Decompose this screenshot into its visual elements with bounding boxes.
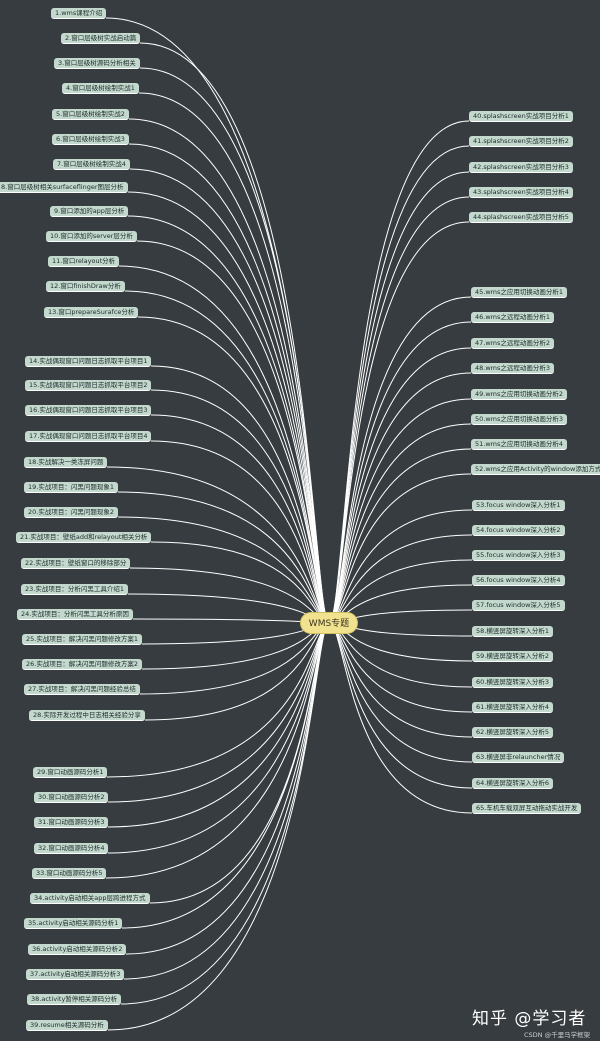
topic-node-left[interactable]: 19.实战项目：闪黑问题现象1 — [24, 481, 118, 493]
left-branch-link — [129, 567, 330, 624]
topic-node-left[interactable]: 32.窗口动画源码分析4 — [34, 842, 109, 854]
right-branch-link — [328, 196, 470, 624]
topic-node-left[interactable]: 17.实战偶现窗口问题日志抓取平台项目4 — [25, 430, 152, 442]
topic-node-right[interactable]: 48.wms之远程动画分析3 — [471, 362, 555, 374]
topic-node-right[interactable]: 61.横竖屏旋转深入分析4 — [472, 701, 553, 713]
topic-node-right[interactable]: 53.focus window深入分析1 — [472, 499, 565, 511]
right-branch-link — [328, 221, 470, 624]
topic-node-right[interactable]: 44.splashscreen实战项目分析5 — [469, 211, 573, 223]
left-branch-link — [127, 191, 330, 624]
topic-node-right[interactable]: 54.focus window深入分析2 — [472, 524, 565, 536]
topic-node-left[interactable]: 34.activity启动相关app层跨进程方式 — [30, 892, 150, 904]
topic-node-left[interactable]: 21.实战项目：壁纸add和relayout相关分析 — [16, 531, 152, 543]
topic-node-left[interactable]: 28.实际开发过程中日志相关经验分享 — [29, 709, 145, 721]
left-branch-link — [123, 622, 330, 980]
topic-node-left[interactable]: 38.activity暂停相关源码分析 — [27, 993, 122, 1005]
left-branch-link — [117, 491, 330, 624]
left-branch-link — [137, 316, 330, 624]
topic-node-left[interactable]: 7.窗口层级树绘制实战4 — [53, 158, 130, 170]
topic-node-left[interactable]: 25.实战项目：解决闪黑问题修改方案1 — [22, 633, 142, 645]
topic-node-left[interactable]: 24.实战项目：分析闪黑工具分析原因 — [17, 608, 133, 620]
topic-node-right[interactable]: 45.wms之应用切换动画分析1 — [471, 286, 568, 298]
topic-node-left[interactable]: 8.窗口层级树相关surfaceflinger图层分析 — [0, 181, 128, 193]
topic-node-left[interactable]: 39.resume相关源码分析 — [26, 1019, 108, 1031]
topic-node-right[interactable]: 63.横竖屏非relauncher情况 — [472, 751, 565, 763]
left-branch-link — [107, 622, 330, 854]
right-branch-link — [328, 145, 470, 624]
topic-node-right[interactable]: 43.splashscreen实战项目分析4 — [469, 186, 573, 198]
left-branch-link — [125, 622, 330, 955]
topic-node-left[interactable]: 20.实战项目：闪黑问题现象2 — [24, 506, 118, 518]
topic-node-left[interactable]: 11.窗口relayout分析 — [48, 255, 120, 267]
topic-node-right[interactable]: 49.wms之应用切换动画分析2 — [471, 388, 568, 400]
topic-node-right[interactable]: 40.splashscreen实战项目分析1 — [469, 110, 573, 122]
left-branch-link — [120, 622, 330, 1005]
topic-node-left[interactable]: 16.实战偶现窗口问题日志抓取平台项目3 — [25, 404, 152, 416]
topic-node-right[interactable]: 51.wms之应用切换动画分析4 — [471, 438, 568, 450]
topic-node-left[interactable]: 23.实战项目：分析闪黑工具介绍1 — [21, 583, 128, 595]
left-branch-link — [129, 168, 330, 624]
topic-node-left[interactable]: 26.实战项目：解决闪黑问题修改方案2 — [22, 658, 142, 670]
topic-node-left[interactable]: 35.activity启动相关源码分析1 — [24, 917, 123, 929]
left-branch-link — [138, 92, 330, 624]
right-branch-link — [328, 622, 473, 789]
topic-node-right[interactable]: 47.wms之远程动画分析2 — [471, 337, 555, 349]
topic-node-left[interactable]: 30.窗口动画源码分析2 — [34, 791, 109, 803]
topic-node-right[interactable]: 59.横竖屏旋转深入分析2 — [472, 650, 553, 662]
topic-node-left[interactable]: 6.窗口层级树绘制实战3 — [52, 133, 129, 145]
topic-node-right[interactable]: 56.focus window深入分析4 — [472, 574, 565, 586]
right-branch-link — [328, 622, 473, 814]
topic-node-left[interactable]: 29.窗口动画源码分析1 — [33, 766, 108, 778]
left-branch-link — [128, 118, 330, 624]
topic-node-left[interactable]: 3.窗口层级树源码分析相关 — [54, 57, 140, 69]
left-branch-link — [139, 42, 330, 624]
topic-node-left[interactable]: 4.窗口层级树绘制实战1 — [62, 82, 139, 94]
left-branch-link — [139, 622, 330, 695]
topic-node-left[interactable]: 18.实战解决一类冻屏问题 — [24, 456, 108, 468]
topic-node-left[interactable]: 1.wms课程介绍 — [51, 7, 107, 19]
topic-node-left[interactable]: 27.实战项目：解决闪黑问题经验总结 — [24, 683, 140, 695]
topic-node-right[interactable]: 55.focus window深入分析3 — [472, 549, 565, 561]
topic-node-left[interactable]: 12.窗口finishDraw分析 — [46, 280, 125, 292]
topic-node-right[interactable]: 58.横竖屏旋转深入分析1 — [472, 625, 553, 637]
topic-node-left[interactable]: 15.实战偶现窗口问题日志抓取平台项目2 — [25, 379, 152, 391]
topic-node-left[interactable]: 13.窗口prepareSurafce分析 — [44, 306, 139, 318]
left-branch-link — [107, 622, 330, 1031]
topic-node-left[interactable]: 33.窗口动画源码分析5 — [32, 867, 107, 879]
left-branch-link — [106, 466, 330, 624]
topic-node-left[interactable]: 22.实战项目：壁纸窗口的移除部分 — [21, 557, 131, 569]
topic-node-right[interactable]: 60.横竖屏旋转深入分析3 — [472, 676, 553, 688]
topic-node-right[interactable]: 46.wms之远程动画分析1 — [471, 311, 555, 323]
topic-node-left[interactable]: 37.activity启动相关源码分析3 — [26, 968, 125, 980]
topic-node-right[interactable]: 57.focus window深入分析5 — [472, 599, 565, 611]
topic-node-right[interactable]: 64.横竖屏旋转深入分析6 — [472, 777, 553, 789]
root-node[interactable]: WMS专题 — [300, 612, 358, 634]
topic-node-right[interactable]: 65.车机车载双屏互动拖动实战开发 — [472, 802, 582, 814]
csdn-credit: CSDN @千里马学框架 — [524, 1031, 591, 1039]
topic-node-left[interactable]: 14.实战偶现窗口问题日志抓取平台项目1 — [25, 355, 152, 367]
topic-node-left[interactable]: 2.窗口层级树实战启动篇 — [61, 32, 141, 44]
topic-node-left[interactable]: 10.窗口添加的server层分析 — [46, 230, 137, 242]
topic-node-right[interactable]: 41.splashscreen实战项目分析2 — [469, 135, 573, 147]
right-branch-link — [328, 622, 473, 763]
zhihu-watermark: 知乎 @学习者 — [472, 1009, 587, 1029]
topic-node-left[interactable]: 5.窗口层级树绘制实战2 — [52, 108, 129, 120]
topic-node-right[interactable]: 52.wms之应用Activity的window添加方式 — [471, 463, 600, 475]
topic-node-right[interactable]: 50.wms之应用切换动画分析3 — [471, 413, 568, 425]
topic-node-left[interactable]: 31.窗口动画源码分析3 — [34, 816, 109, 828]
topic-node-left[interactable]: 9.窗口添加的app层分析 — [50, 205, 129, 217]
topic-node-left[interactable]: 36.activity启动相关源码分析2 — [28, 943, 127, 955]
topic-node-right[interactable]: 42.splashscreen实战项目分析3 — [469, 161, 573, 173]
topic-node-right[interactable]: 62.横竖屏旋转深入分析5 — [472, 726, 553, 738]
